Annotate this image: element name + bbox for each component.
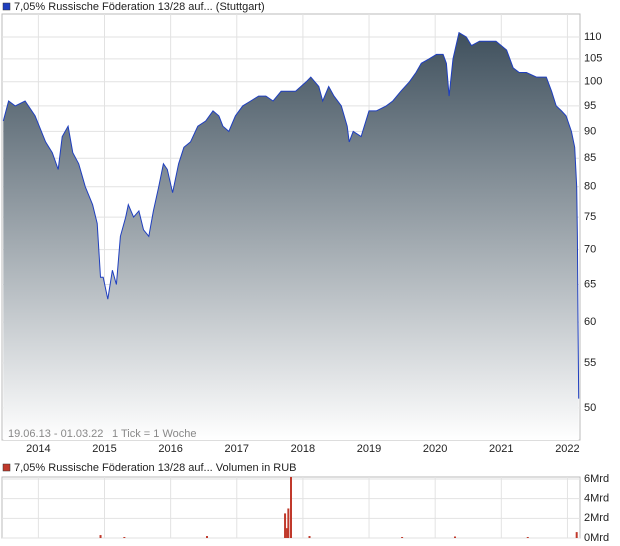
volume-bar [206, 536, 209, 538]
volume-bar [308, 536, 311, 538]
y-tick-label: 0Mrd [584, 532, 609, 544]
volume-bar [401, 537, 404, 538]
volume-bar [290, 477, 292, 538]
y-tick-label: 95 [584, 100, 596, 112]
volume-bar [287, 508, 290, 538]
legend-label: 7,05% Russische Föderation 13/28 auf... … [14, 462, 297, 474]
tick-info: 1 Tick = 1 Woche [112, 428, 196, 440]
volume-bar [99, 535, 102, 538]
y-tick-label: 4Mrd [584, 493, 609, 505]
x-tick-label: 2017 [225, 443, 249, 455]
y-tick-label: 105 [584, 53, 602, 65]
y-tick-label: 6Mrd [584, 473, 609, 485]
volume-bar [526, 537, 529, 538]
y-tick-label: 70 [584, 243, 596, 255]
volume-bar [284, 513, 287, 538]
date-range: 19.06.13 - 01.03.22 [8, 428, 103, 440]
x-tick-label: 2019 [357, 443, 381, 455]
price-area [3, 32, 579, 440]
y-tick-label: 55 [584, 357, 596, 369]
x-tick-label: 2016 [158, 443, 182, 455]
x-tick-label: 2021 [489, 443, 513, 455]
y-tick-label: 90 [584, 125, 596, 137]
y-tick-label: 85 [584, 152, 596, 164]
y-tick-label: 100 [584, 76, 602, 88]
volume-bar [123, 537, 126, 538]
legend-swatch [2, 463, 11, 472]
y-tick-label: 50 [584, 402, 596, 414]
y-tick-label: 80 [584, 181, 596, 193]
y-tick-label: 60 [584, 316, 596, 328]
y-tick-label: 2Mrd [584, 512, 609, 524]
y-tick-label: 75 [584, 211, 596, 223]
volume-bar [454, 536, 457, 538]
y-tick-label: 110 [584, 31, 602, 43]
y-tick-label: 65 [584, 278, 596, 290]
volume-bar [575, 532, 578, 538]
x-tick-label: 2020 [423, 443, 447, 455]
price-line [2, 31, 580, 399]
volume-bar [286, 528, 289, 538]
x-tick-label: 2015 [92, 443, 116, 455]
x-tick-label: 2014 [26, 443, 50, 455]
x-tick-label: 2018 [291, 443, 315, 455]
legend-label: 7,05% Russische Föderation 13/28 auf... … [14, 1, 265, 13]
legend-swatch [2, 2, 11, 11]
x-tick-label: 2022 [555, 443, 579, 455]
